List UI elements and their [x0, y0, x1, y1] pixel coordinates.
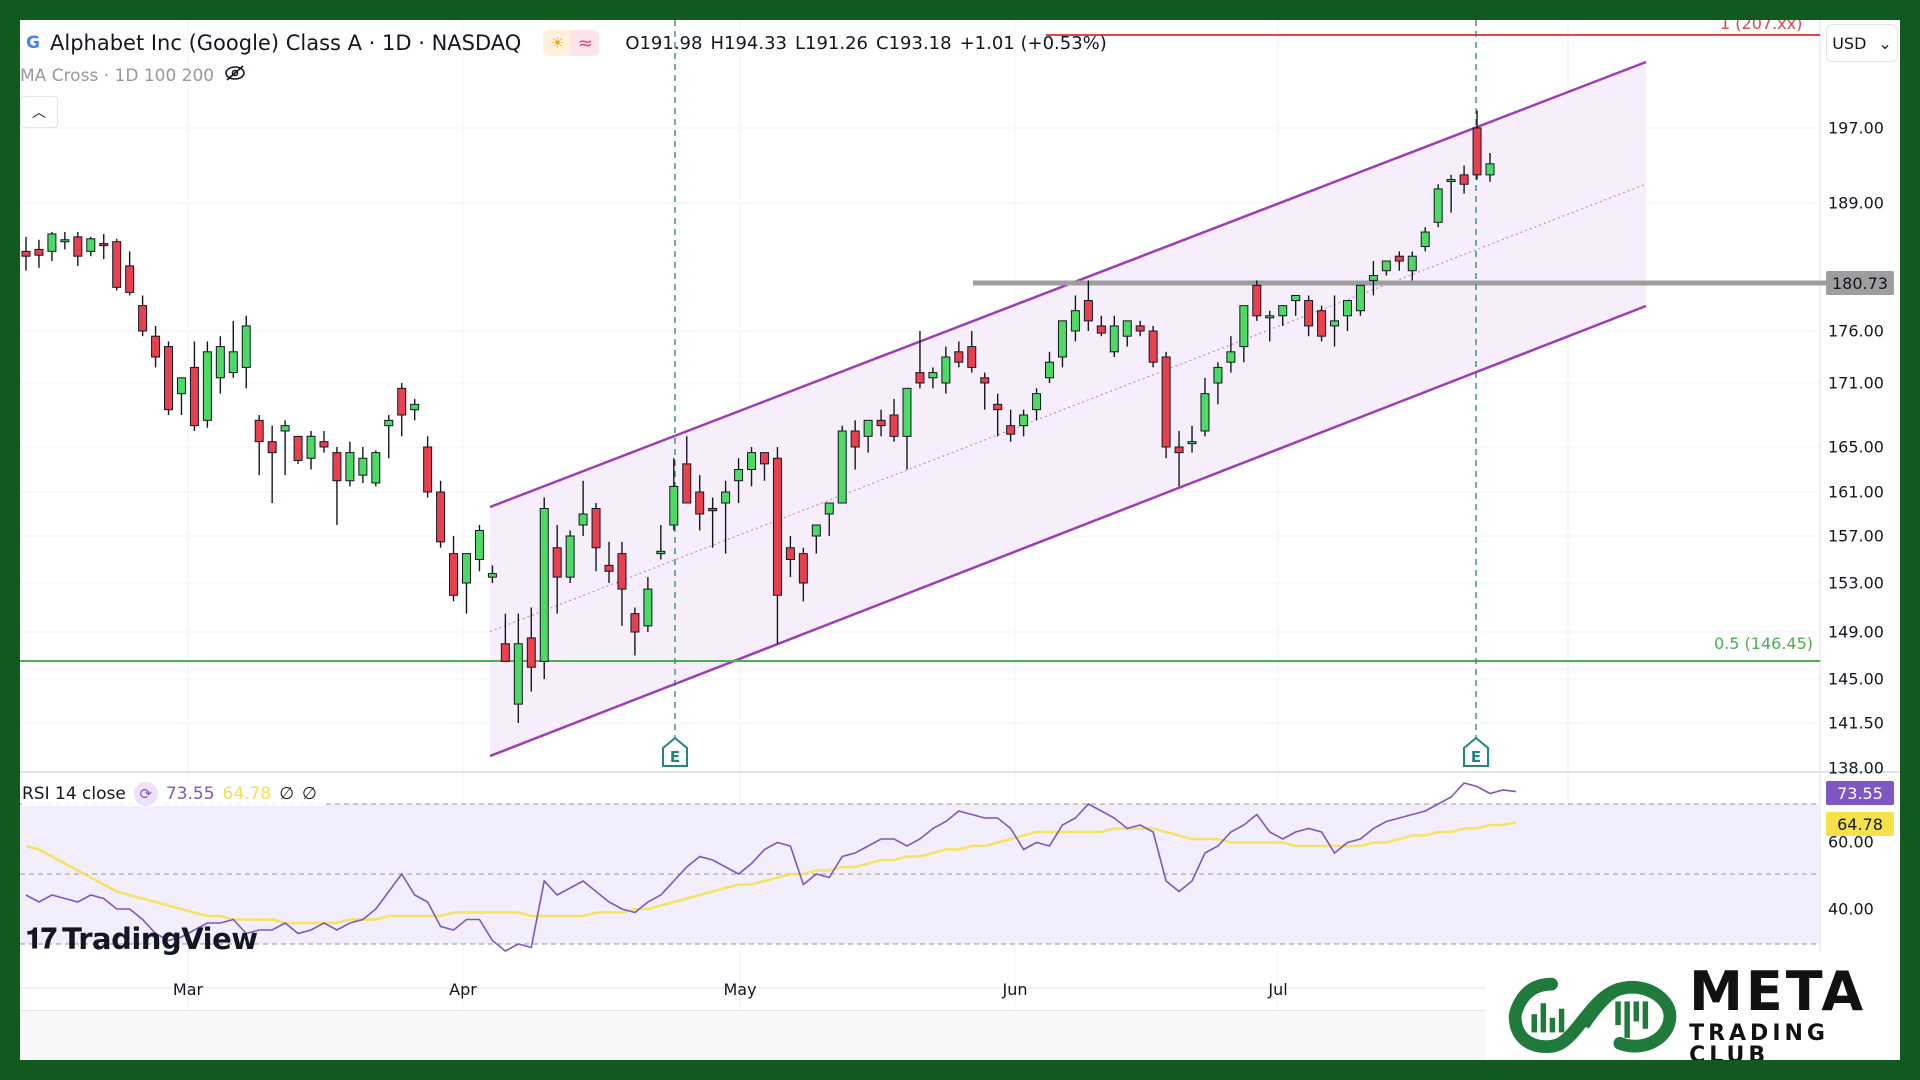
close-value: C193.18	[876, 32, 952, 54]
month-label-jul: Jul	[1268, 980, 1288, 999]
change-value: +1.01 (+0.53%)	[959, 32, 1107, 54]
chevron-down-icon: ⌄	[1878, 33, 1892, 53]
month-label-jun: Jun	[1002, 980, 1028, 999]
price-tick: 138.00	[1828, 758, 1884, 778]
tradingview-logo[interactable]: 𝟏𝟕 TradingView	[26, 922, 258, 956]
low-value: L191.26	[795, 32, 869, 54]
trading-club-wordmark: TRADING CLUB	[1689, 1021, 1829, 1061]
price-tick: 161.00	[1828, 482, 1884, 502]
rsi-legend: RSI 14 close ⟳ 73.55 64.78 ∅ ∅	[22, 782, 323, 806]
indicator-legend: MA Cross · 1D 100 200	[20, 64, 246, 87]
open-value: O191.98	[625, 32, 703, 54]
tradingview-mark-icon: 𝟏𝟕	[26, 922, 57, 955]
price-tick: 141.50	[1828, 713, 1884, 733]
status-badges: ☀ ≈	[543, 30, 600, 56]
ohlc-values: O191.98 H194.33 L191.26 C193.18 +1.01 (+…	[625, 33, 1106, 54]
month-label-may: May	[723, 980, 757, 999]
currency-selector[interactable]: USD ⌄	[1826, 24, 1898, 62]
month-label-apr: Apr	[449, 980, 477, 999]
price-tick: 153.00	[1828, 573, 1884, 593]
price-tick: 145.00	[1828, 669, 1884, 689]
collapse-legend-button[interactable]: ︿	[20, 96, 58, 128]
rsi-ma-value: 64.78	[222, 784, 272, 804]
ma-cross-label[interactable]: MA Cross · 1D 100 200	[20, 65, 215, 86]
rsi-ma-tag: 64.78	[1826, 812, 1894, 836]
currency-label: USD	[1832, 33, 1867, 53]
refresh-icon[interactable]: ⟳	[133, 782, 158, 806]
price-tick: 165.00	[1828, 437, 1884, 457]
rsi-extra-1: ∅	[279, 784, 294, 804]
price-tick: 157.00	[1828, 526, 1884, 546]
tradingview-wordmark: TradingView	[62, 922, 258, 956]
svg-text:E: E	[1471, 748, 1481, 766]
price-tick: 197.00	[1828, 118, 1884, 138]
fib-level-0-5-label: 0.5 (146.45)	[1714, 634, 1813, 653]
price-tick: 176.00	[1828, 321, 1884, 341]
symbol-title[interactable]: Alphabet Inc (Google) Class A · 1D · NAS…	[50, 31, 522, 55]
rsi-label[interactable]: RSI 14 close	[22, 784, 126, 804]
fib-level-1-label: 1 (207.xx)	[1720, 20, 1803, 33]
rsi-axis-40: 40.00	[1828, 899, 1874, 919]
svg-text:E: E	[670, 748, 680, 766]
month-label-mar: Mar	[172, 980, 204, 999]
meta-trading-club-logo: META TRADING CLUB	[1486, 952, 1900, 1060]
chevron-up-icon: ︿	[32, 105, 46, 121]
meta-wordmark: META	[1689, 960, 1867, 1023]
eye-off-icon[interactable]	[224, 64, 246, 87]
sun-icon[interactable]: ☀	[543, 30, 572, 56]
rsi-axis-60: 60.00	[1828, 832, 1874, 852]
rsi-value: 73.55	[165, 784, 215, 804]
high-value: H194.33	[710, 32, 787, 54]
resistance-price-tag: 180.73	[1826, 271, 1894, 295]
price-tick: 149.00	[1828, 622, 1884, 642]
google-logo-icon: G	[26, 33, 40, 53]
rsi-extra-2: ∅	[302, 784, 317, 804]
rsi-value-tag: 73.55	[1826, 781, 1894, 805]
symbol-legend: G Alphabet Inc (Google) Class A · 1D · N…	[24, 30, 1107, 56]
price-tick: 171.00	[1828, 373, 1884, 393]
wave-icon[interactable]: ≈	[571, 30, 600, 56]
infinity-chart-icon	[1508, 977, 1677, 1053]
price-tick: 189.00	[1828, 193, 1884, 213]
